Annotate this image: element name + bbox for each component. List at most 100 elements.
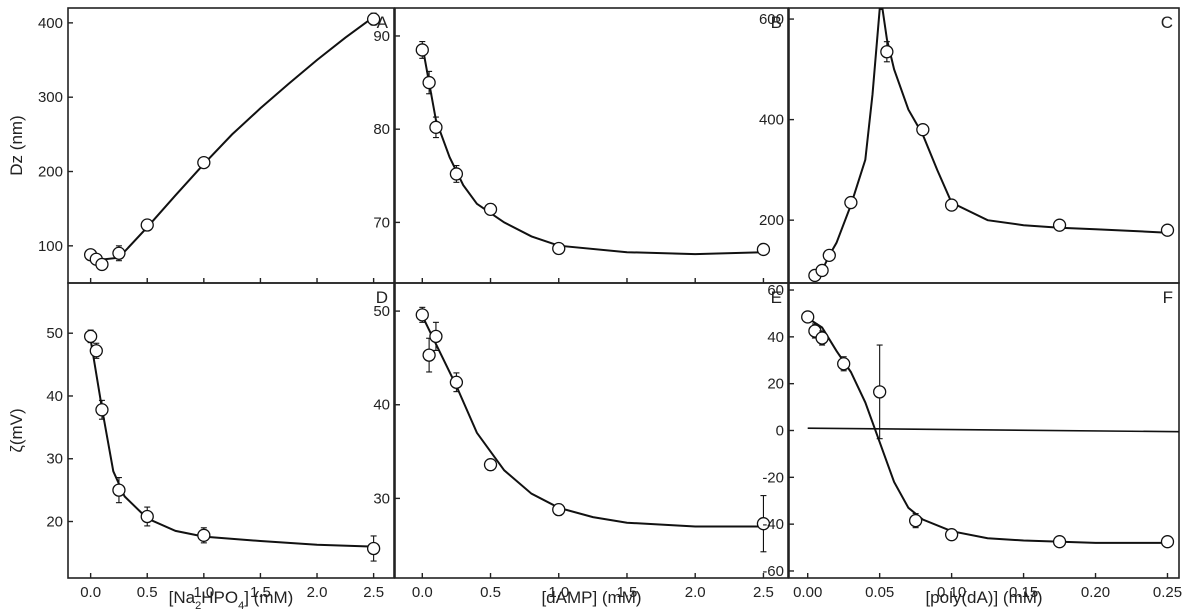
data-point <box>756 242 771 257</box>
x-tick-label: 0.05 <box>865 584 894 601</box>
x-tick-label: 1.5 <box>617 584 638 601</box>
x-tick-label: 2.5 <box>363 584 384 601</box>
data-point <box>916 123 930 137</box>
fit-curve <box>90 16 375 262</box>
data-point <box>908 513 923 528</box>
data-point <box>429 329 443 344</box>
x-axis-label: [Na2HPO4] (mM) <box>169 588 294 609</box>
y-tick-label: 30 <box>373 490 390 507</box>
data-point <box>822 248 836 262</box>
y-tick-label: 60 <box>767 282 784 299</box>
fit-curve <box>421 315 764 528</box>
data-point <box>415 43 429 57</box>
plot-frame <box>788 7 1180 284</box>
y-tick-label: 200 <box>759 212 784 229</box>
panel-letter: E <box>771 288 782 307</box>
data-point <box>815 331 829 345</box>
y-tick-label: 20 <box>46 514 63 531</box>
data-point <box>944 198 959 212</box>
data-point <box>880 45 894 59</box>
panel-letter: B <box>771 13 782 32</box>
data-point <box>873 385 887 399</box>
data-point <box>1160 535 1175 549</box>
data-point <box>449 167 464 181</box>
plot-frame <box>394 282 789 579</box>
data-point <box>801 310 815 324</box>
panel-letter: D <box>376 288 388 307</box>
data-point <box>944 528 959 542</box>
data-point <box>83 329 98 344</box>
data-point <box>95 403 109 417</box>
data-point <box>140 218 154 232</box>
y-axis-label: Dz (nm) <box>7 115 26 175</box>
x-tick-label: 0.20 <box>1081 584 1110 601</box>
y-tick-label: -60 <box>762 563 784 580</box>
plot-frame <box>67 7 395 284</box>
data-point <box>89 344 103 358</box>
x-tick-label: 0.5 <box>480 584 501 601</box>
zero-reference-line <box>807 427 1179 433</box>
y-tick-label: 80 <box>373 121 390 138</box>
y-tick-label: 50 <box>373 303 390 320</box>
data-point <box>1052 535 1067 549</box>
panel-d: 20 30 40 50 0.0 0.5 1.0 1.5 2.0 2.5 Dζ(mV) [Na2HPO4… <box>7 282 395 609</box>
fit-curve <box>421 45 764 256</box>
fit-curve <box>89 339 374 548</box>
data-point <box>422 348 436 362</box>
x-tick-label: 0.10 <box>937 584 966 601</box>
panel-b: 70 80 90 B <box>373 7 789 284</box>
fit-curve <box>814 8 1168 282</box>
y-tick-label: 600 <box>759 11 784 28</box>
y-tick-label: 90 <box>373 28 390 45</box>
y-tick-label: 40 <box>373 397 390 414</box>
x-tick-label: 0.0 <box>80 584 101 601</box>
data-point <box>844 195 858 210</box>
data-point <box>1052 218 1067 232</box>
panel-f: -60 -40 -20 0 20 40 60 0.00 0.05 0.10 0.15 0.20 0.25… <box>762 282 1182 607</box>
data-point <box>95 257 109 272</box>
data-point <box>366 541 381 556</box>
y-tick-label: 400 <box>38 15 63 32</box>
y-tick-label: 400 <box>759 112 784 129</box>
data-point <box>756 517 771 531</box>
x-tick-label: 0.25 <box>1153 584 1182 601</box>
plot-frame <box>67 282 395 579</box>
data-point <box>422 75 436 90</box>
x-tick-label: 2.0 <box>307 584 328 601</box>
data-point <box>483 458 498 472</box>
y-tick-label: 0 <box>776 423 784 440</box>
y-tick-label: 50 <box>46 325 63 342</box>
x-tick-label: 2.5 <box>753 584 774 601</box>
y-tick-label: 40 <box>767 329 784 346</box>
x-tick-label: 0.0 <box>412 584 433 601</box>
data-point <box>197 528 211 542</box>
x-tick-label: 0.15 <box>1009 584 1038 601</box>
y-tick-label: 200 <box>38 164 63 181</box>
data-point <box>449 375 464 389</box>
data-point <box>815 263 829 278</box>
panel-c: 200 400 600 C <box>759 7 1180 284</box>
data-point <box>366 12 381 26</box>
x-tick-label: 1.0 <box>193 584 214 601</box>
data-point <box>112 246 126 260</box>
data-point <box>552 502 566 517</box>
data-point <box>140 509 154 524</box>
data-point <box>483 202 498 217</box>
panel-letter: F <box>1163 288 1173 307</box>
data-point <box>112 483 126 497</box>
y-tick-label: 30 <box>46 451 63 468</box>
x-tick-label: 0.00 <box>793 584 822 601</box>
data-point <box>429 120 443 134</box>
data-point <box>837 357 851 371</box>
panel-letter: C <box>1161 13 1173 32</box>
y-tick-label: 70 <box>373 214 390 231</box>
x-axis-label: [dAMP] (mM) <box>541 588 641 607</box>
y-tick-label: 300 <box>38 89 63 106</box>
y-tick-label: -40 <box>762 516 784 533</box>
data-point <box>197 155 211 170</box>
x-tick-label: 2.0 <box>685 584 706 601</box>
x-tick-label: 1.0 <box>548 584 569 601</box>
data-point <box>552 241 566 256</box>
